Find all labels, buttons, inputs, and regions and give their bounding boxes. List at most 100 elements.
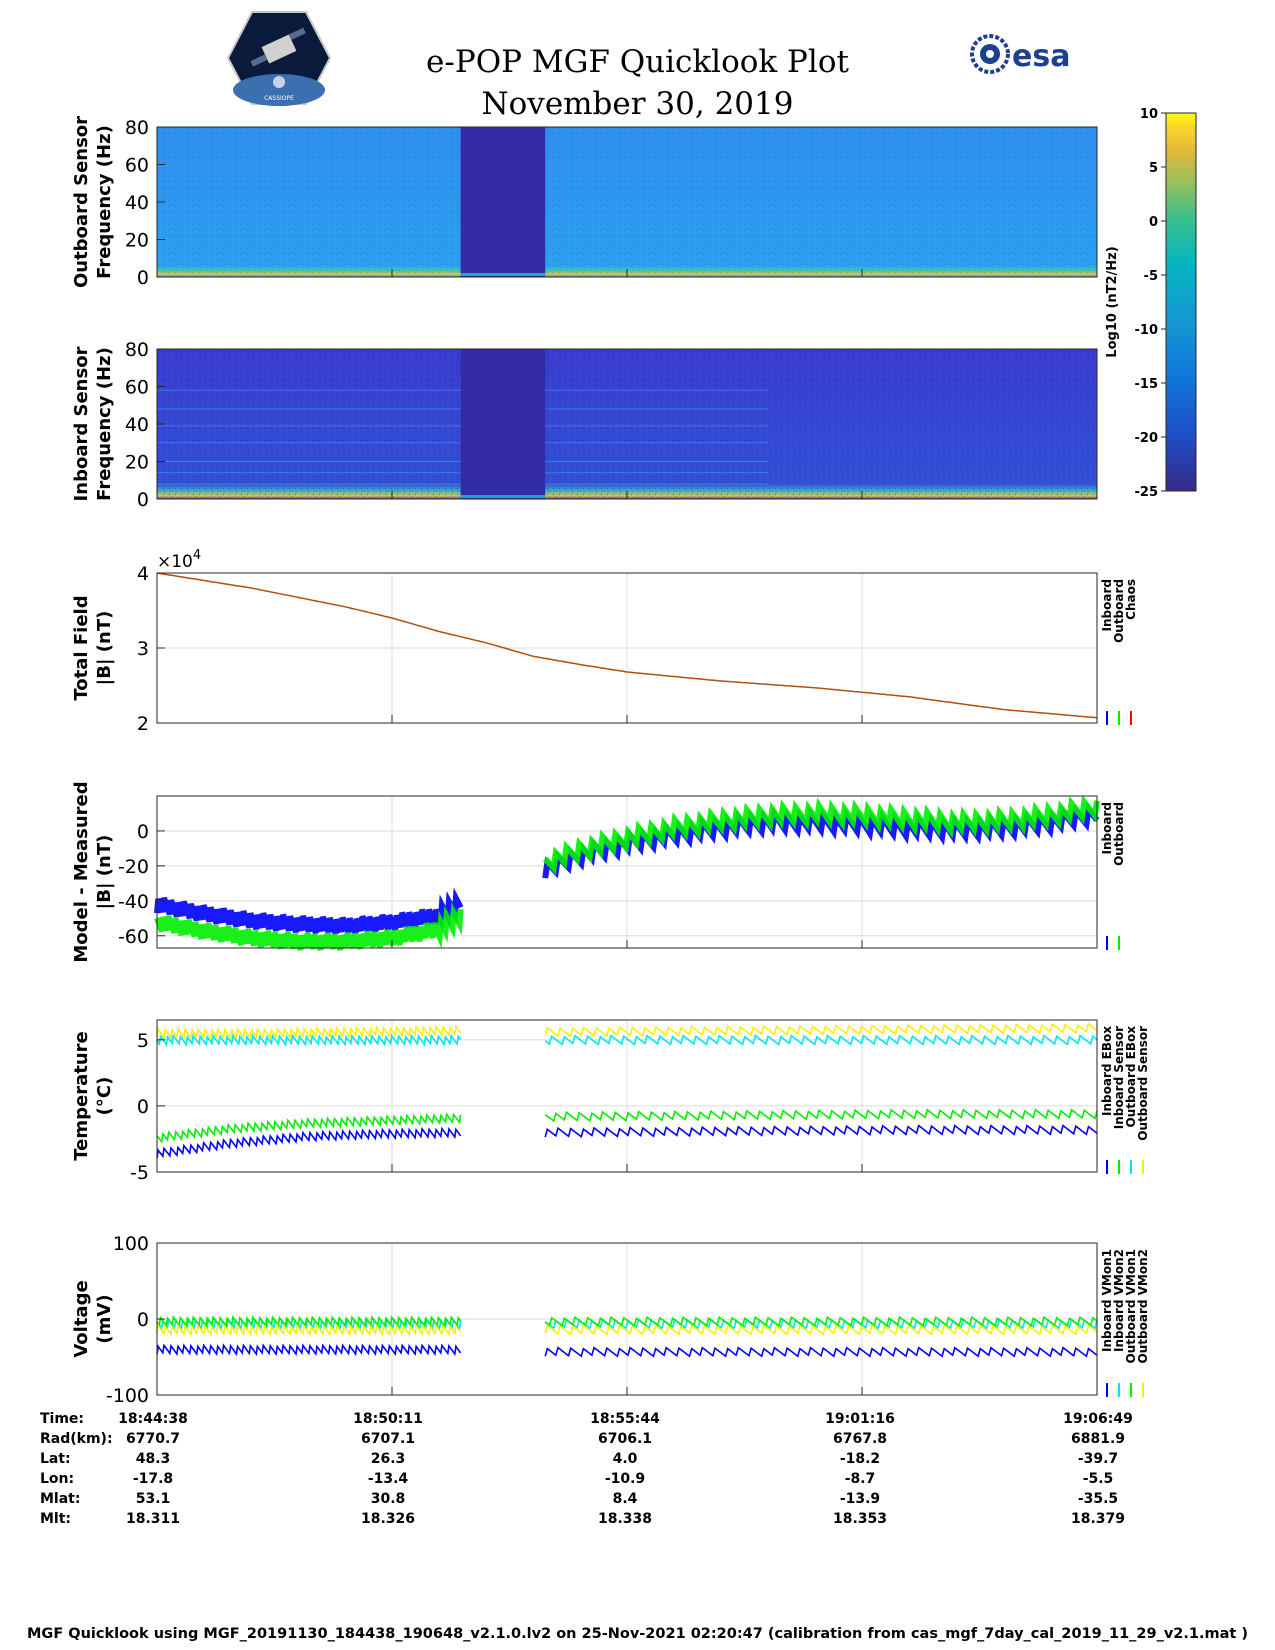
y-tick-label: -5 [130, 1162, 149, 1184]
exponent-value: 4 [193, 548, 201, 563]
colorbar-tick-label: 5 [1149, 161, 1158, 176]
colorbar-tick-label: -5 [1144, 269, 1158, 284]
series-line-inboard-sensor [544, 1108, 1098, 1123]
panel-model_minus_measured: -60 -40 -20 0 Model - Measured |B| (nT) Inboar… [71, 781, 1126, 962]
panel-voltage: -100 0 100 Voltage (mV) Inboard VMon1Inboard … [71, 1233, 1150, 1407]
series-line-outboard-ebox [156, 1033, 462, 1047]
legend-label: Inboard [1100, 579, 1114, 631]
y-axis-label: Total Field |B| (nT) [71, 595, 115, 700]
y-tick-label: 0 [137, 821, 149, 843]
y-axis-label-line2: Frequency (Hz) [94, 125, 115, 279]
series-line-inboard-vmon1 [156, 1343, 462, 1357]
y-tick-label: 40 [125, 192, 149, 214]
x-row-value: 18.311 [125, 1511, 181, 1527]
y-tick-label: 100 [113, 1233, 149, 1255]
colorbar-tick-label: 0 [1149, 215, 1158, 230]
y-tick-label: 2 [137, 713, 149, 735]
colorbar-tick-label: -20 [1135, 431, 1159, 446]
x-row-label: Mlt: [40, 1511, 72, 1527]
x-row-value: 30.8 [370, 1491, 406, 1507]
legend-label: Inboard EBox [1100, 1026, 1114, 1116]
x-row-label: Lat: [40, 1451, 71, 1467]
series-line-outboard-vmon2 [544, 1324, 1098, 1336]
x-row-value: -35.5 [1077, 1491, 1119, 1507]
series-line-inboard [154, 887, 464, 935]
cassiope-logo: CASSIOPE [226, 11, 332, 106]
y-tick-label: 0 [137, 267, 149, 289]
series-line-outboard [542, 794, 1100, 875]
y-axis-label: Inboard Sensor Frequency (Hz) [71, 346, 115, 501]
y-tick-label: -40 [118, 891, 149, 913]
legend-label: Outboard VMon2 [1136, 1249, 1150, 1363]
x-row-label: Lon: [40, 1471, 75, 1487]
x-row-value: -8.7 [844, 1471, 876, 1487]
series-line-inboard-ebox [544, 1124, 1098, 1139]
x-row-value: 18:44:38 [118, 1411, 188, 1427]
x-row-value: 6770.7 [125, 1431, 181, 1447]
colorbar-label: Log10 (nT2/Hz) [1105, 246, 1120, 357]
x-row-value: 6767.8 [832, 1431, 888, 1447]
x-row-value: 6707.1 [360, 1431, 416, 1447]
x-row-value: 19:06:49 [1063, 1411, 1133, 1427]
cassiope-logo-text: CASSIOPE [264, 95, 294, 102]
legend-label: Outboard [1112, 802, 1126, 866]
x-row-value: -17.8 [132, 1471, 174, 1487]
y-tick-label: 40 [125, 414, 149, 436]
data-gap [460, 349, 546, 499]
plot-title: e-POP MGF Quicklook Plot [426, 44, 849, 80]
x-row-value: 6706.1 [597, 1431, 653, 1447]
legend-label: Inboard Sensor [1112, 1026, 1126, 1129]
plot-date: November 30, 2019 [481, 86, 794, 122]
y-tick-label: 4 [137, 563, 149, 585]
y-axis-label-line2: (°C) [94, 1077, 115, 1116]
y-axis-label-line1: Model - Measured [71, 781, 92, 962]
data-gap [460, 127, 546, 277]
legend-label: Outboard VMon1 [1124, 1249, 1138, 1363]
series-line-chaos [156, 572, 1098, 719]
colorbar-tick-label: 10 [1140, 107, 1158, 122]
colorbar: 10 5 0 -5 -10 -15 -20 -25 Log10 (nT2/Hz) [1105, 107, 1197, 500]
footer-caption: MGF Quicklook using MGF_20191130_184438_… [26, 1626, 1248, 1642]
x-row-value: -13.4 [367, 1471, 409, 1487]
x-row-value: 18.326 [360, 1511, 416, 1527]
y-tick-label: 20 [125, 230, 149, 252]
x-row-value: 18.353 [832, 1511, 888, 1527]
x-row-label: Time: [40, 1411, 85, 1427]
y-tick-label: 0 [137, 1309, 149, 1331]
series-line-outboard-sensor [544, 1022, 1098, 1038]
y-axis-label-line1: Temperature [71, 1031, 92, 1160]
colorbar-tick-label: -25 [1135, 485, 1159, 500]
x-row-value: -18.2 [839, 1451, 881, 1467]
esa-logo-text: esa [1012, 39, 1070, 74]
data-gap-floor [460, 495, 546, 498]
y-axis-label-line2: (mV) [94, 1294, 115, 1343]
x-row-label: Mlat: [40, 1491, 81, 1507]
legend-label: Outboard EBox [1124, 1026, 1138, 1128]
y-tick-label: 3 [137, 638, 149, 660]
x-row-value: -5.5 [1082, 1471, 1114, 1487]
x-row-value: 18:55:44 [590, 1411, 660, 1427]
y-axis-label-line1: Outboard Sensor [71, 116, 92, 288]
y-tick-label: -60 [118, 926, 149, 948]
colorbar-tick-label: -10 [1135, 323, 1159, 338]
panel-total_field: ×104 2 3 4 Total Field |B| (nT) InboardOutboar… [71, 548, 1138, 735]
series-line-inboard-sensor [156, 1112, 462, 1144]
series-line-outboard-vmon1 [544, 1315, 1098, 1328]
y-tick-label: -100 [106, 1385, 149, 1407]
colorbar-gradient [1165, 112, 1197, 492]
spectrogram-noise [157, 349, 1097, 499]
y-axis-label-line2: Frequency (Hz) [94, 347, 115, 501]
data-gap-floor [460, 273, 546, 276]
x-row-value: 8.4 [612, 1491, 638, 1507]
legend-label: Inboard [1100, 802, 1114, 854]
x-row-value: 19:01:16 [825, 1411, 895, 1427]
series-line-inboard-vmon1 [544, 1346, 1098, 1358]
legend-label: Outboard Sensor [1136, 1026, 1150, 1141]
x-row-value: 6881.9 [1070, 1431, 1126, 1447]
series-line-outboard-ebox [544, 1034, 1098, 1046]
x-row-value: 4.0 [612, 1451, 638, 1467]
x-row-value: 26.3 [370, 1451, 406, 1467]
panel-inboard_spectrogram: 0 20 40 60 80 Inboard Sensor Frequency (Hz) [71, 339, 1098, 511]
